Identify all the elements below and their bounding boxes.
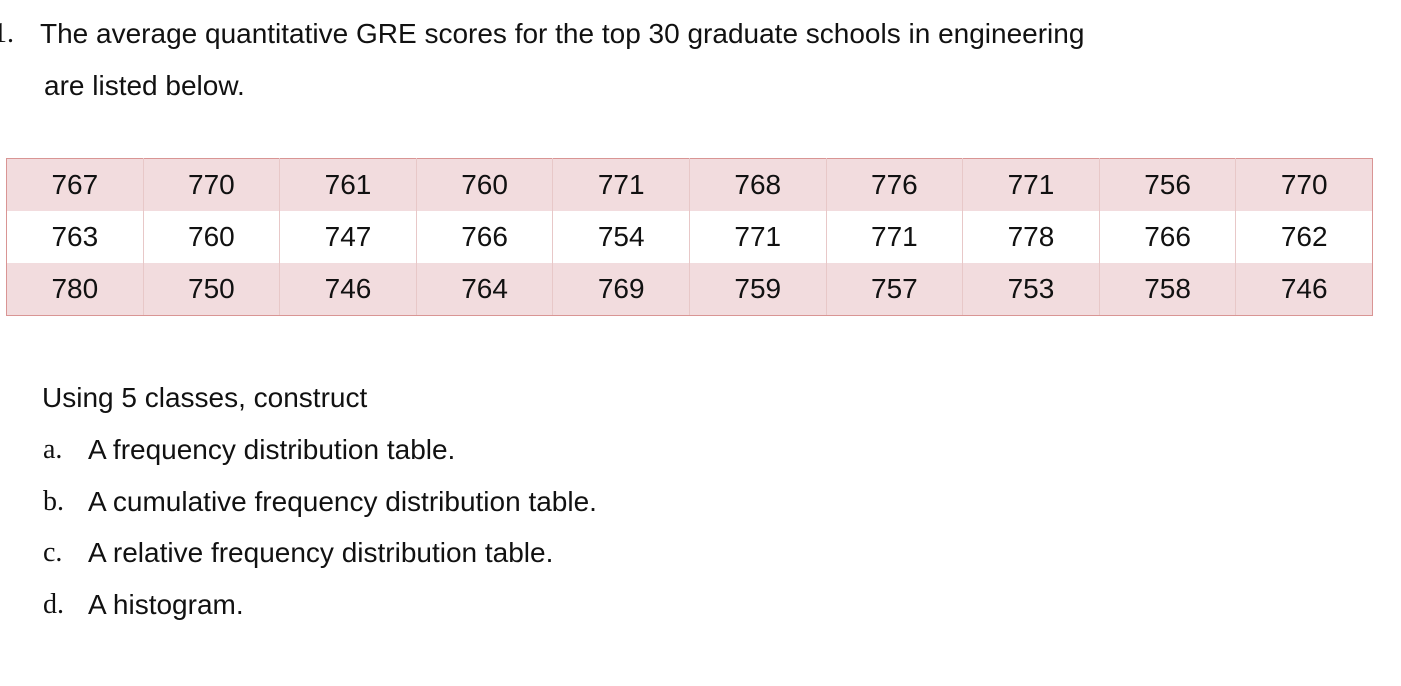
table-cell: 754 xyxy=(552,211,690,263)
table-row: 767 770 761 760 771 768 776 771 756 770 xyxy=(6,158,1373,211)
table-cell: 762 xyxy=(1235,211,1373,263)
table-cell: 757 xyxy=(825,263,964,316)
table-cell: 780 xyxy=(6,263,144,316)
table-cell: 756 xyxy=(1098,158,1237,211)
table-cell: 770 xyxy=(142,158,281,211)
table-cell: 747 xyxy=(279,211,417,263)
table-cell: 776 xyxy=(825,158,964,211)
table-cell: 768 xyxy=(688,158,827,211)
question-number: 1. xyxy=(0,18,14,49)
table-cell: 778 xyxy=(962,211,1100,263)
table-row: 763 760 747 766 754 771 771 778 766 762 xyxy=(6,211,1373,263)
question-line: The average quantitative GRE scores for … xyxy=(40,18,1085,49)
table-cell: 767 xyxy=(6,158,144,211)
table-cell: 766 xyxy=(415,211,554,263)
table-cell: 763 xyxy=(6,211,144,263)
table-cell: 771 xyxy=(688,211,827,263)
item-label: d. xyxy=(43,588,64,620)
table-cell: 771 xyxy=(962,158,1100,211)
item-text: A frequency distribution table. xyxy=(88,434,456,465)
item-text: A cumulative frequency distribution tabl… xyxy=(88,485,597,517)
table-cell: 760 xyxy=(415,158,554,211)
question-line: are listed below. xyxy=(44,70,245,101)
table-cell: 761 xyxy=(279,158,417,211)
table-cell: 764 xyxy=(415,263,554,316)
table-cell: 753 xyxy=(962,263,1100,316)
table-cell: 750 xyxy=(142,263,281,316)
item-label: c. xyxy=(43,537,63,568)
table-cell: 746 xyxy=(279,263,417,316)
table-cell: 769 xyxy=(552,263,690,316)
table-cell: 771 xyxy=(825,211,964,263)
item-text: A histogram. xyxy=(88,588,244,620)
instructions-intro: Using 5 classes, construct xyxy=(42,382,368,413)
score-table: 767 770 761 760 771 768 776 771 756 770 763 760 747 7… xyxy=(6,158,1373,316)
table-row: 780 750 746 764 769 759 757 753 758 746 xyxy=(6,263,1373,316)
table-cell: 760 xyxy=(142,211,281,263)
table-cell: 758 xyxy=(1098,263,1237,316)
item-label: b. xyxy=(43,485,64,517)
table-cell: 766 xyxy=(1098,211,1237,263)
item-label: a. xyxy=(43,434,63,465)
table-cell: 770 xyxy=(1235,158,1373,211)
item-text: A relative frequency distribution table. xyxy=(88,537,554,568)
table-cell: 759 xyxy=(688,263,827,316)
table-cell: 771 xyxy=(552,158,690,211)
table-cell: 746 xyxy=(1235,263,1373,316)
